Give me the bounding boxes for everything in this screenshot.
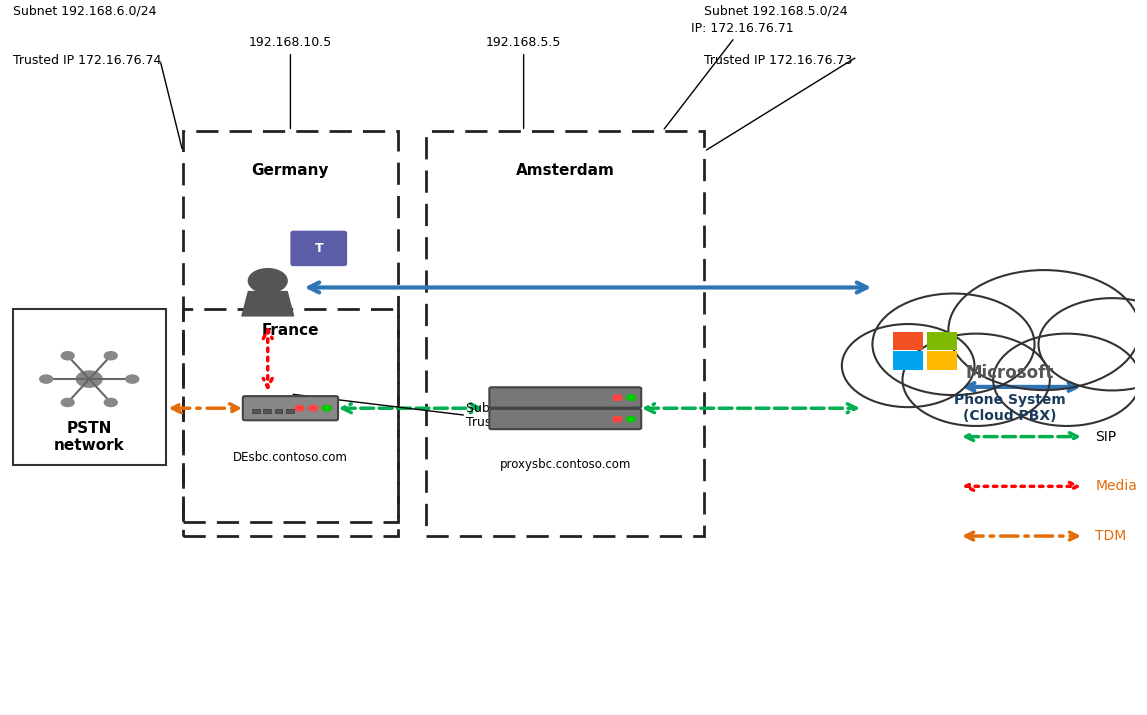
Circle shape [612, 416, 622, 422]
Bar [894, 351, 923, 370]
Circle shape [40, 375, 53, 383]
Bar [13, 309, 165, 465]
Bar [286, 409, 294, 413]
Circle shape [873, 294, 1035, 395]
Text: DEsbc.contoso.com: DEsbc.contoso.com [233, 451, 348, 464]
Circle shape [993, 334, 1140, 426]
Circle shape [104, 398, 117, 407]
Text: proxysbc.contoso.com: proxysbc.contoso.com [500, 458, 631, 471]
FancyBboxPatch shape [290, 231, 348, 266]
Circle shape [61, 352, 75, 360]
Text: Trusted IP 172.16.76.74: Trusted IP 172.16.76.74 [13, 54, 161, 67]
Text: Media: Media [1095, 479, 1137, 493]
Polygon shape [242, 292, 294, 316]
FancyBboxPatch shape [490, 409, 641, 429]
Circle shape [104, 352, 117, 360]
Text: IP: 172.16.76.71: IP: 172.16.76.71 [664, 21, 793, 129]
Bar [263, 409, 271, 413]
Bar [274, 409, 282, 413]
Circle shape [612, 395, 622, 400]
Text: Subnet 192.168.6.0/24: Subnet 192.168.6.0/24 [13, 4, 156, 18]
Circle shape [626, 395, 635, 400]
FancyBboxPatch shape [490, 388, 641, 408]
Text: T: T [314, 242, 323, 255]
Circle shape [322, 405, 331, 411]
Text: Phone System
(Cloud PBX): Phone System (Cloud PBX) [954, 393, 1066, 423]
Text: 192.168.10.5: 192.168.10.5 [249, 36, 331, 129]
Circle shape [309, 405, 318, 411]
Text: Germany: Germany [251, 163, 329, 178]
Circle shape [626, 416, 635, 422]
Text: France: France [262, 323, 319, 338]
Text: Trusted IP 172.16.76.73: Trusted IP 172.16.76.73 [704, 54, 852, 67]
Bar [182, 132, 398, 536]
Text: Microsoft: Microsoft [966, 364, 1054, 382]
Circle shape [61, 398, 75, 407]
Bar [252, 409, 260, 413]
Text: Subnet 192.168.5.0/24: Subnet 192.168.5.0/24 [704, 4, 848, 18]
Circle shape [903, 334, 1050, 426]
Circle shape [842, 324, 975, 407]
Bar [928, 332, 957, 350]
Bar [928, 351, 957, 370]
Circle shape [949, 270, 1140, 390]
Circle shape [77, 371, 102, 388]
Circle shape [249, 269, 287, 293]
Text: SIP: SIP [1095, 430, 1116, 443]
Bar [182, 309, 398, 522]
FancyBboxPatch shape [243, 396, 338, 420]
Bar [894, 332, 923, 350]
Text: 192.168.5.5: 192.168.5.5 [486, 36, 561, 129]
Circle shape [126, 375, 139, 383]
Circle shape [1038, 298, 1147, 390]
Text: PSTN
network: PSTN network [54, 420, 125, 453]
Text: TDM: TDM [1095, 529, 1126, 543]
Bar [427, 132, 704, 536]
Text: Amsterdam: Amsterdam [516, 163, 615, 178]
Text: Subnet 192.168.7.0/24
Trusted IP 172.16.76.75: Subnet 192.168.7.0/24 Trusted IP 172.16.… [466, 401, 615, 429]
Circle shape [295, 405, 304, 411]
